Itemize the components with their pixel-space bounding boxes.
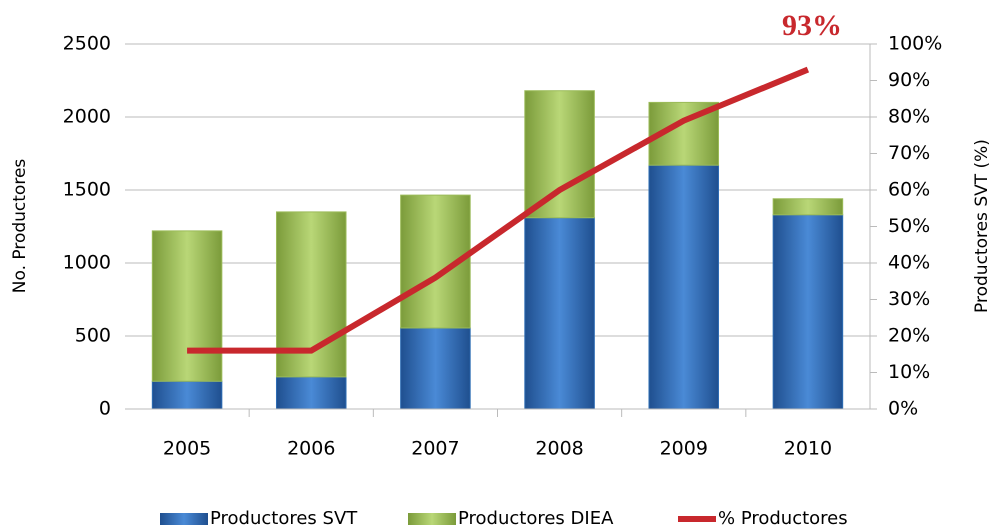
x-tick-label: 2010 bbox=[784, 438, 832, 460]
y2-tick-label: 100% bbox=[888, 33, 942, 55]
y2-tick-label: 60% bbox=[888, 179, 930, 201]
bar bbox=[151, 380, 223, 410]
y2-tick-label: 20% bbox=[888, 325, 930, 347]
y2-tick-label: 50% bbox=[888, 215, 930, 237]
bar bbox=[400, 327, 471, 410]
line-series bbox=[187, 66, 810, 354]
x-tick-label: 2008 bbox=[535, 438, 583, 460]
x-tick-label: 2006 bbox=[287, 438, 335, 460]
bar bbox=[772, 198, 844, 216]
x-tick-label: 2009 bbox=[660, 438, 708, 460]
y-tick-label: 1000 bbox=[63, 252, 111, 274]
y2-tick-label: 10% bbox=[888, 361, 930, 383]
y2-tick-label: 80% bbox=[888, 106, 930, 128]
annotation: 93% bbox=[782, 9, 842, 42]
y2-axis-title: Productores SVT (%) bbox=[972, 139, 992, 313]
y2-tick-label: 40% bbox=[888, 252, 930, 274]
bar bbox=[151, 230, 223, 382]
x-tick-label: 2007 bbox=[411, 438, 459, 460]
y2-tick-label: 70% bbox=[888, 142, 930, 164]
y2-tick-label: 90% bbox=[888, 69, 930, 91]
y-axis-title: No. Productores bbox=[10, 159, 30, 294]
y-tick-label: 1500 bbox=[63, 179, 111, 201]
legend-label: % Productores bbox=[718, 508, 848, 529]
bar bbox=[524, 90, 595, 219]
y-tick-label: 500 bbox=[75, 325, 111, 347]
bar bbox=[648, 164, 720, 410]
bar bbox=[772, 214, 844, 410]
bar bbox=[524, 217, 595, 410]
legend-swatch bbox=[160, 513, 208, 525]
bar bbox=[275, 376, 347, 410]
y2-tick-label: 30% bbox=[888, 288, 930, 310]
legend-swatch bbox=[408, 513, 456, 525]
y-tick-label: 2500 bbox=[63, 33, 111, 55]
y2-tick-label: 0% bbox=[888, 398, 918, 420]
y-tick-label: 2000 bbox=[63, 106, 111, 128]
y-tick-label: 0 bbox=[99, 398, 111, 420]
legend-label: Productores SVT bbox=[210, 508, 358, 529]
legend-label: Productores DIEA bbox=[458, 508, 614, 529]
x-tick-label: 2005 bbox=[163, 438, 211, 460]
